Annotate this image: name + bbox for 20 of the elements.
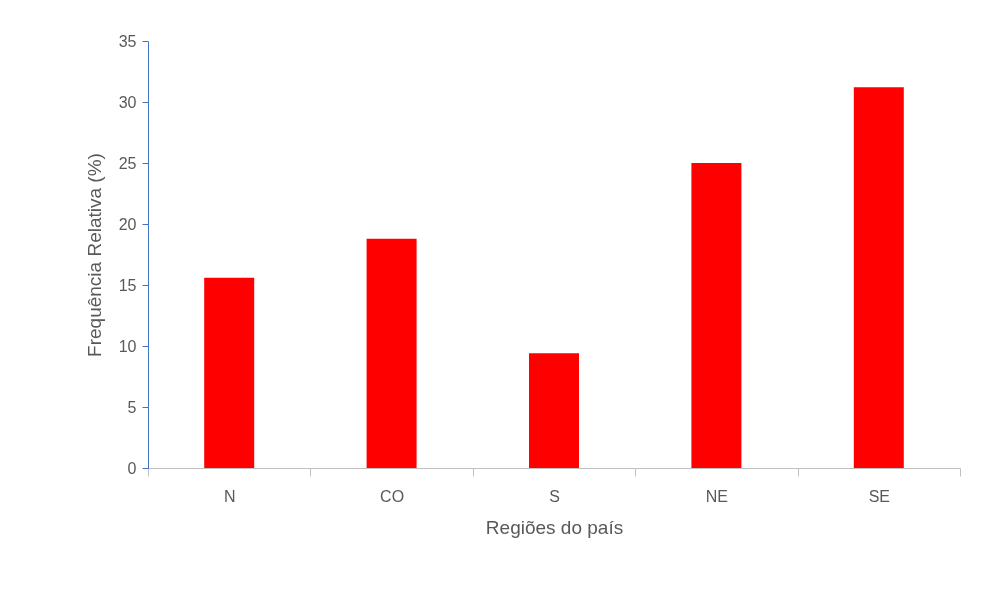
y-axis-title: Frequência Relativa (%) bbox=[83, 153, 105, 357]
y-tick-label: 5 bbox=[127, 398, 137, 416]
bar bbox=[366, 238, 417, 468]
x-tick-label: CO bbox=[380, 487, 405, 505]
y-tick-label: 30 bbox=[118, 93, 137, 111]
x-axis-title: Regiões do país bbox=[485, 516, 624, 538]
bar bbox=[853, 87, 904, 468]
x-tick-label: S bbox=[549, 487, 560, 505]
bar bbox=[204, 277, 255, 468]
x-tick-label: NE bbox=[705, 487, 729, 505]
x-tick-label: N bbox=[223, 487, 236, 505]
y-tick-label: 20 bbox=[118, 215, 137, 233]
y-tick-label: 25 bbox=[118, 154, 137, 172]
bar bbox=[529, 353, 579, 468]
y-tick-label: 10 bbox=[118, 337, 137, 355]
y-tick-label: 35 bbox=[118, 32, 137, 50]
x-tick-label: SE bbox=[868, 487, 890, 505]
y-tick-label: 0 bbox=[127, 459, 137, 477]
bar bbox=[691, 163, 742, 468]
y-tick-label: 15 bbox=[118, 276, 137, 294]
